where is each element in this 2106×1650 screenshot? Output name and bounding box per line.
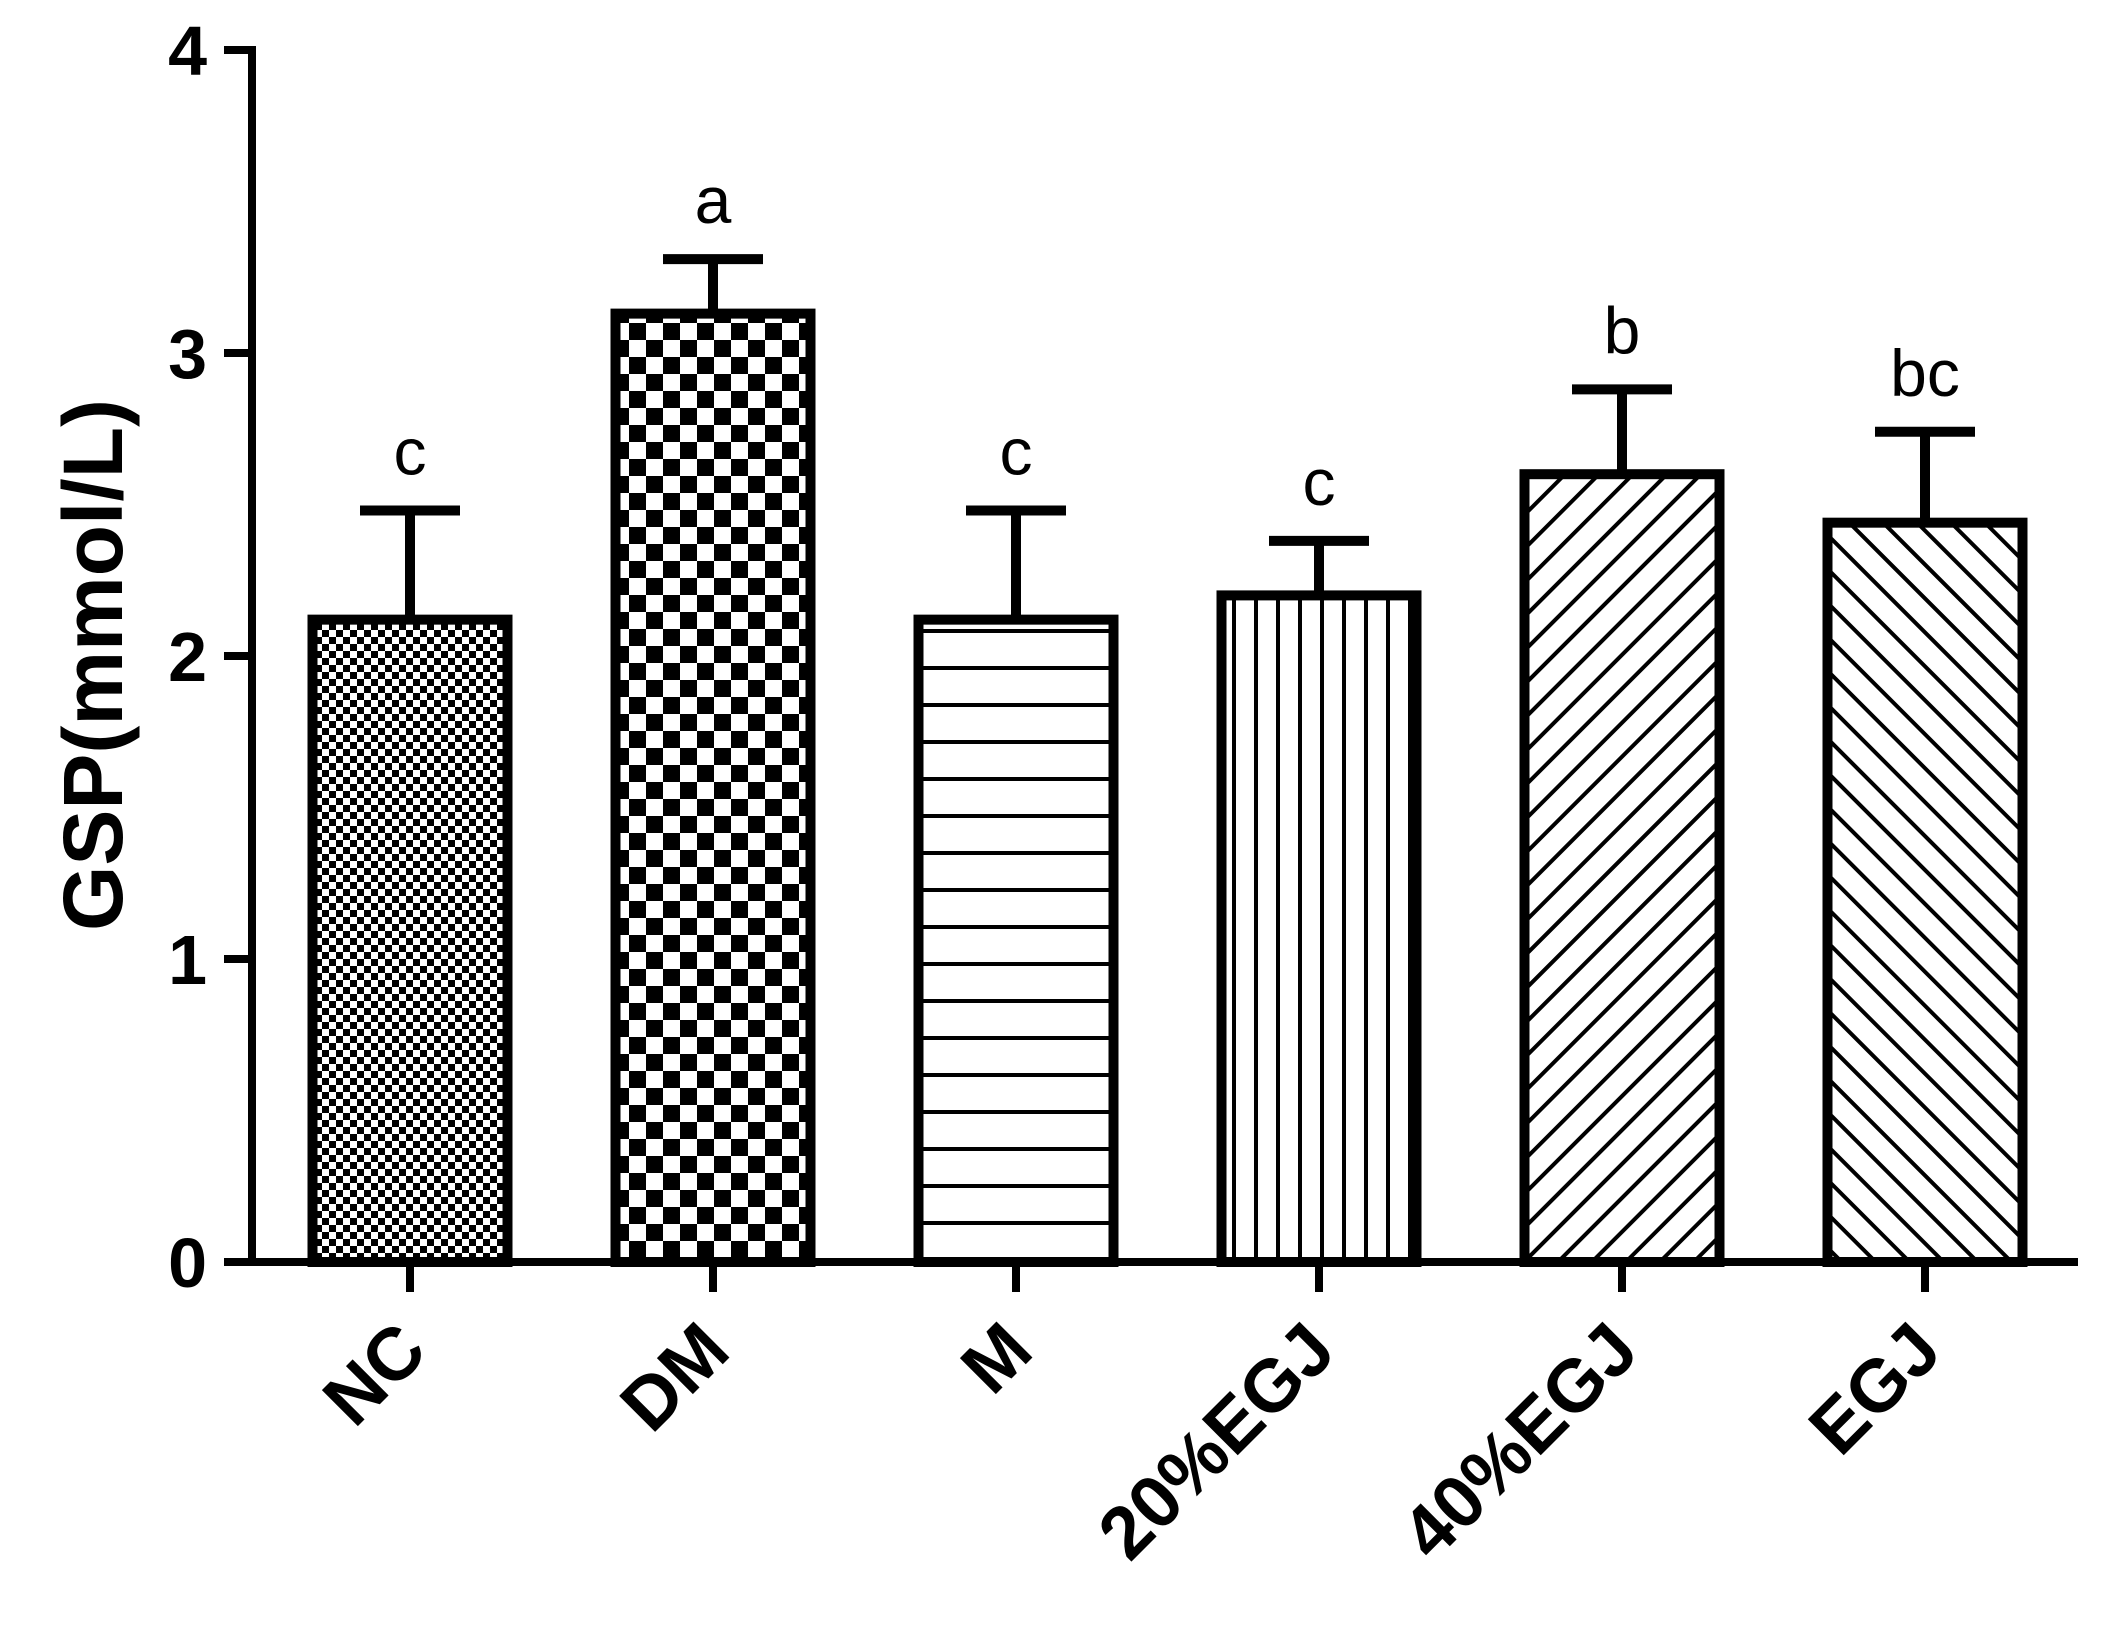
bar-dm xyxy=(610,308,816,1267)
bar-m xyxy=(913,614,1119,1267)
significance-label: a xyxy=(695,163,732,237)
y-tick-label: 1 xyxy=(168,921,207,999)
significance-label: c xyxy=(1303,445,1336,519)
x-axis-ticks: NC DM M 20%EGJ 40%EGJ EGJ xyxy=(307,1262,1956,1575)
x-tick-label: NC xyxy=(307,1307,441,1441)
x-tick-label: M xyxy=(945,1307,1047,1409)
x-tick-label: DM xyxy=(604,1307,744,1447)
y-axis-label: GSP(mmol/L) xyxy=(46,399,140,931)
significance-label: c xyxy=(1000,415,1033,489)
bar-nc xyxy=(307,614,513,1267)
bars-group: c a c c b bc xyxy=(307,163,2028,1267)
significance-label: bc xyxy=(1890,336,1960,410)
x-tick-label: 20%EGJ xyxy=(1082,1307,1350,1575)
significance-label: c xyxy=(394,415,427,489)
bar-40egj xyxy=(1519,469,1725,1267)
y-tick-label: 2 xyxy=(168,618,207,696)
bar-20egj xyxy=(1216,590,1422,1267)
y-tick-label: 3 xyxy=(168,315,207,393)
y-axis-ticks: 0 1 2 3 4 xyxy=(168,12,252,1302)
y-tick-label: 4 xyxy=(168,12,207,90)
bar-egj xyxy=(1822,517,2028,1267)
x-tick-label: EGJ xyxy=(1793,1307,1956,1470)
x-tick-label: 40%EGJ xyxy=(1385,1307,1653,1575)
y-tick-label: 0 xyxy=(168,1224,207,1302)
significance-label: b xyxy=(1604,293,1641,367)
